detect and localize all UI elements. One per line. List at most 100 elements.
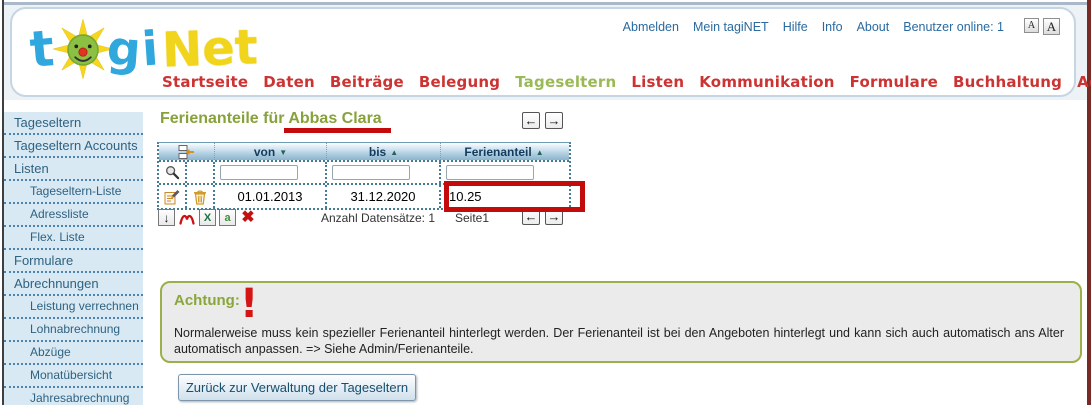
- sun-face-icon: [52, 18, 113, 80]
- nav-tageseltern[interactable]: Tageseltern: [515, 72, 617, 91]
- page-title: Ferienanteile für Abbas Clara: [160, 110, 382, 128]
- users-online-status: Benutzer online: 1: [903, 19, 1004, 34]
- ferienanteile-table: von ▼ bis ▲ Ferienanteil ▲: [157, 142, 571, 210]
- header-panel: t g i Net Abmelden Mein tagiNET Hilfe In…: [10, 7, 1091, 97]
- excel-export-icon[interactable]: X: [199, 209, 216, 226]
- prev-record-button[interactable]: ←: [522, 112, 540, 129]
- table-toolbar: ↓ X a ✖ Anzahl Datensätze: 1 Seite1 ← →: [158, 208, 572, 230]
- nav-formulare[interactable]: Formulare: [849, 72, 938, 91]
- sort-asc-icon: ▲: [535, 148, 544, 157]
- top-utility-bar: Abmelden Mein tagiNET Hilfe Info About B…: [623, 18, 1060, 35]
- page-label: Seite1: [455, 211, 490, 225]
- nav-kommunikation[interactable]: Kommunikation: [699, 72, 835, 91]
- pdf-icon: [179, 214, 195, 225]
- nav-belegung[interactable]: Belegung: [418, 72, 501, 91]
- info-link[interactable]: Info: [821, 19, 843, 34]
- record-pager-top: ← →: [522, 112, 563, 129]
- main-navigation: Startseite Daten Beiträge Belegung Tages…: [162, 69, 1091, 94]
- sidebar-item-leistung-verrechnen[interactable]: Leistung verrechnen: [4, 296, 143, 319]
- frame-left-border: [2, 0, 4, 405]
- sidebar-item-abrechnungen[interactable]: Abrechnungen: [4, 273, 143, 296]
- filter-ferienanteil-input[interactable]: [446, 165, 534, 180]
- sort-asc-icon: ▲: [390, 148, 399, 157]
- clear-filter-icon[interactable]: ✖: [239, 209, 257, 226]
- delete-cell[interactable]: [187, 185, 215, 208]
- table-row: 01.01.2013 31.12.2020 10.25: [159, 185, 569, 208]
- add-record-icon: [178, 144, 194, 159]
- sidebar-item-formulare[interactable]: Formulare: [4, 250, 143, 273]
- filter-cell-von: [215, 162, 327, 183]
- sidebar-item-lohnabrechnung[interactable]: Lohnabrechnung: [4, 319, 143, 342]
- nav-buchhaltung[interactable]: Buchhaltung: [952, 72, 1063, 91]
- notice-box: Achtung: ! Normalerweise muss kein spezi…: [160, 281, 1082, 363]
- frame-right-border: [1087, 0, 1091, 405]
- my-taginet-link[interactable]: Mein tagiNET: [692, 19, 769, 34]
- record-pager-bottom: ← →: [522, 208, 563, 225]
- record-count-label: Anzahl Datensätze: 1: [320, 211, 436, 225]
- sidebar-item-tageseltern-liste[interactable]: Tageseltern-Liste: [4, 181, 143, 204]
- sidebar-item-abzuege[interactable]: Abzüge: [4, 342, 143, 365]
- nav-startseite[interactable]: Startseite: [162, 72, 249, 91]
- trash-icon: [194, 189, 206, 205]
- filter-cell-ferienanteil: [441, 162, 567, 183]
- back-to-tageseltern-button[interactable]: Zurück zur Verwaltung der Tageseltern: [178, 374, 416, 401]
- text-export-icon[interactable]: a: [219, 209, 236, 226]
- font-size-buttons: A A: [1024, 18, 1060, 35]
- exclamation-mark-icon: !: [240, 281, 259, 327]
- page-title-prefix: Ferienanteile für: [160, 110, 289, 127]
- filter-von-input[interactable]: [220, 165, 298, 180]
- font-size-small-button[interactable]: A: [1024, 18, 1039, 33]
- sidebar-item-flex-liste[interactable]: Flex. Liste: [4, 227, 143, 250]
- sidebar-item-tageseltern-accounts[interactable]: Tageseltern Accounts: [4, 135, 143, 158]
- filter-spacer-cell: [187, 162, 215, 183]
- prev-page-button[interactable]: ←: [522, 208, 540, 225]
- logo-letter-i: i: [139, 21, 160, 77]
- clear-x-glyph: ✖: [241, 208, 255, 226]
- sort-desc-icon: ▼: [279, 148, 288, 157]
- edit-cell[interactable]: [159, 185, 187, 208]
- cell-ferienanteil: 10.25: [449, 189, 482, 204]
- sidebar-item-tageseltern[interactable]: Tageseltern: [4, 112, 143, 135]
- next-page-button[interactable]: →: [545, 208, 563, 225]
- download-icon[interactable]: ↓: [158, 209, 175, 226]
- sidebar-item-adressliste[interactable]: Adressliste: [4, 204, 143, 227]
- annotation-red-underline: [284, 128, 391, 133]
- excel-x-glyph: X: [203, 211, 212, 224]
- page-title-person-name: Abbas Clara: [288, 110, 382, 127]
- notice-heading: Achtung:: [174, 292, 240, 309]
- frame-top-border: [4, 2, 1087, 5]
- column-label-ferienanteil: Ferienanteil: [464, 144, 532, 159]
- nav-beitraege[interactable]: Beiträge: [329, 72, 404, 91]
- nav-daten[interactable]: Daten: [263, 72, 315, 91]
- column-label-bis: bis: [368, 144, 387, 159]
- sidebar-item-monatuebersicht[interactable]: Monatübersicht: [4, 365, 143, 388]
- cell-bis: 31.12.2020: [327, 185, 441, 208]
- logout-link[interactable]: Abmelden: [622, 19, 679, 34]
- font-size-large-button[interactable]: A: [1043, 18, 1060, 35]
- column-header-von[interactable]: von ▼: [215, 143, 327, 160]
- sidebar: Tageseltern Tageseltern Accounts Listen …: [4, 112, 143, 405]
- pdf-export-icon[interactable]: [178, 209, 196, 226]
- edit-record-icon: [164, 189, 180, 204]
- search-icon: [165, 166, 179, 180]
- filter-cell-bis: [327, 162, 441, 183]
- about-link[interactable]: About: [856, 19, 890, 34]
- help-link[interactable]: Hilfe: [782, 19, 808, 34]
- search-cell[interactable]: [159, 162, 187, 183]
- add-record-header-cell[interactable]: [159, 143, 215, 160]
- filter-bis-input[interactable]: [332, 165, 410, 180]
- nav-admin[interactable]: Admin: [1077, 72, 1091, 91]
- export-icons: ↓ X a ✖: [158, 209, 257, 226]
- logo-letter-g: g: [105, 20, 143, 78]
- sidebar-item-listen[interactable]: Listen: [4, 158, 143, 181]
- column-header-bis[interactable]: bis ▲: [327, 143, 441, 160]
- logo-letter-t: t: [27, 19, 57, 79]
- filter-row: [159, 162, 569, 185]
- column-header-ferienanteil[interactable]: Ferienanteil ▲: [441, 143, 567, 160]
- notice-body-text: Normalerweise muss kein spezieller Ferie…: [174, 326, 1064, 356]
- cell-von: 01.01.2013: [215, 185, 327, 208]
- nav-listen[interactable]: Listen: [631, 72, 685, 91]
- sidebar-item-jahresabrechnung[interactable]: Jahresabrechnung: [4, 388, 143, 405]
- next-record-button[interactable]: →: [545, 112, 563, 129]
